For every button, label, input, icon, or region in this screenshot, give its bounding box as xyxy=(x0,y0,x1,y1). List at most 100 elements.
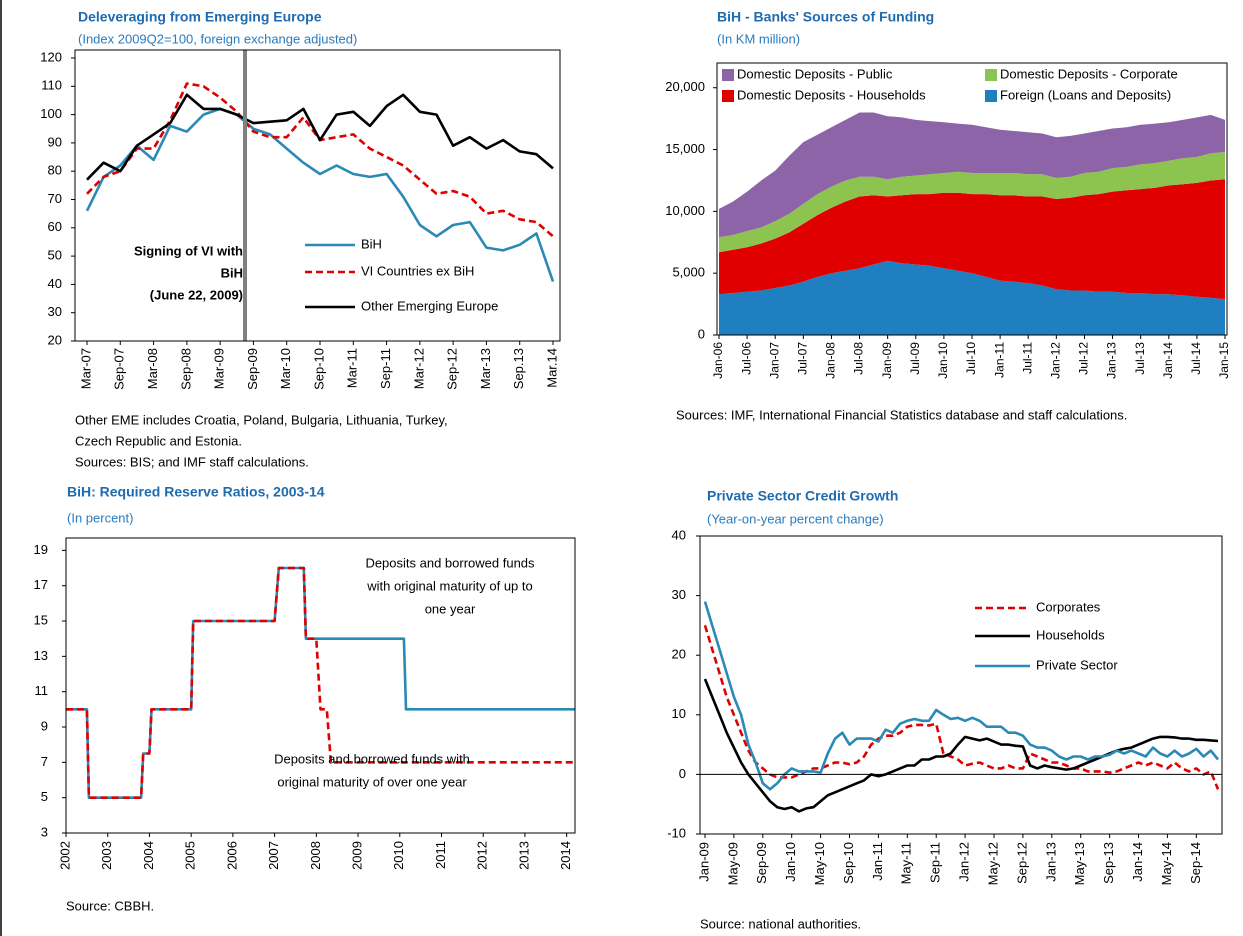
x-tick-label: May-09 xyxy=(725,842,740,885)
chart-subtitle: (In KM million) xyxy=(717,31,800,46)
y-tick-label: 70 xyxy=(48,191,62,206)
chart-subtitle: (In percent) xyxy=(67,510,133,525)
x-tick-label: Jan-09 xyxy=(696,842,711,882)
legend-swatch xyxy=(722,69,734,81)
legend-label: VI Countries ex BiH xyxy=(361,263,474,278)
x-tick-label: Jul-06 xyxy=(739,342,753,375)
y-tick-label: 40 xyxy=(672,527,686,542)
annotation: Deposits and borrowed funds with xyxy=(274,751,470,766)
x-tick-label: Jan-13 xyxy=(1043,842,1058,882)
x-tick-label: Jan-08 xyxy=(824,342,838,379)
y-tick-label: 13 xyxy=(34,648,48,663)
y-tick-label: 120 xyxy=(40,49,62,64)
chart-title: Private Sector Credit Growth xyxy=(707,488,898,504)
y-tick-label: 20 xyxy=(672,647,686,662)
x-tick-label: Jul-10 xyxy=(964,342,978,375)
area xyxy=(719,179,1225,300)
x-tick-label: Jan-14 xyxy=(1161,342,1175,379)
x-tick-label: Jan-09 xyxy=(880,342,894,379)
x-tick-label: 2008 xyxy=(308,841,323,870)
x-tick-label: Sep-11 xyxy=(378,348,393,389)
x-tick-label: Jan-13 xyxy=(1105,342,1119,379)
y-tick-label: 50 xyxy=(48,248,62,263)
annotation: Signing of VI with xyxy=(134,243,243,258)
y-tick-label: 11 xyxy=(35,683,49,698)
y-tick-label: 5,000 xyxy=(672,265,705,280)
x-tick-label: Sep-12 xyxy=(445,348,460,390)
y-tick-label: 0 xyxy=(679,766,686,781)
x-tick-label: Jul-11 xyxy=(1020,342,1034,374)
x-tick-label: Mar-07 xyxy=(78,348,93,389)
y-tick-label: 100 xyxy=(40,106,62,121)
x-tick-label: Sep-11 xyxy=(928,842,943,883)
x-tick-label: May-14 xyxy=(1159,842,1174,885)
x-tick-label: Jul-13 xyxy=(1133,342,1147,375)
y-tick-label: 3 xyxy=(41,824,48,839)
legend-label: Domestic Deposits - Public xyxy=(737,66,893,81)
x-tick-label: Jul-12 xyxy=(1077,342,1091,375)
note: Sources: IMF, International Financial St… xyxy=(676,407,1127,422)
y-tick-label: 15,000 xyxy=(665,141,705,156)
x-tick-label: May-12 xyxy=(985,842,1000,885)
x-tick-label: Jan-11 xyxy=(992,342,1006,378)
legend-swatch xyxy=(985,90,997,102)
x-tick-label: Mar-09 xyxy=(212,348,227,389)
y-tick-label: 7 xyxy=(41,754,48,769)
x-tick-label: Mar-11 xyxy=(345,348,360,388)
note: Source: CBBH. xyxy=(66,898,154,913)
x-tick-label: 2010 xyxy=(391,841,406,870)
x-tick-label: Mar-13 xyxy=(478,348,493,389)
plot-frame xyxy=(699,535,1223,835)
note: Czech Republic and Estonia. xyxy=(75,433,242,448)
x-tick-label: Jul-07 xyxy=(796,342,810,375)
y-tick-label: 80 xyxy=(48,163,62,178)
x-tick-label: Jan-07 xyxy=(767,342,781,379)
y-tick-label: 9 xyxy=(41,718,48,733)
annotation: with original maturity of up to xyxy=(366,578,532,593)
plot-frame xyxy=(65,537,576,834)
y-tick-label: 90 xyxy=(48,134,62,149)
y-tick-label: 20 xyxy=(48,332,62,347)
x-tick-label: Mar.14 xyxy=(544,348,559,388)
x-tick-label: Jan-12 xyxy=(1049,342,1063,379)
x-tick-label: Jan-10 xyxy=(783,842,798,882)
x-tick-label: Sep-13 xyxy=(1101,842,1116,884)
x-tick-label: Sep-08 xyxy=(178,348,193,390)
x-tick-label: Jan-10 xyxy=(936,342,950,379)
note: Other EME includes Croatia, Poland, Bulg… xyxy=(75,412,448,427)
y-tick-label: 30 xyxy=(672,587,686,602)
x-tick-label: May-13 xyxy=(1072,842,1087,885)
x-tick-label: Jul-09 xyxy=(908,342,922,375)
y-tick-label: 10 xyxy=(672,706,686,721)
chart-title: BiH - Banks' Sources of Funding xyxy=(717,9,934,25)
note: Source: national authorities. xyxy=(700,916,861,931)
x-tick-label: Jan-14 xyxy=(1130,842,1145,882)
x-tick-label: 2004 xyxy=(141,841,156,870)
x-tick-label: Mar-08 xyxy=(145,348,160,389)
y-tick-label: 0 xyxy=(698,326,705,341)
annotation: one year xyxy=(425,601,476,616)
legend-label: Private Sector xyxy=(1036,657,1118,672)
x-tick-label: 2002 xyxy=(57,841,72,870)
x-tick-label: May-10 xyxy=(812,842,827,885)
series-line xyxy=(703,601,1220,791)
series-line xyxy=(703,625,1220,790)
legend-label: Foreign (Loans and Deposits) xyxy=(1000,87,1171,102)
annotation: BiH xyxy=(221,265,243,280)
x-tick-label: Jan-15 xyxy=(1217,342,1231,379)
x-tick-label: Sep-10 xyxy=(311,348,326,390)
y-tick-label: 60 xyxy=(48,219,62,234)
area xyxy=(719,112,1225,238)
y-tick-label: 5 xyxy=(41,789,48,804)
legend-label: Domestic Deposits - Households xyxy=(737,87,926,102)
x-tick-label: Sep-07 xyxy=(112,348,127,390)
legend-label: Households xyxy=(1036,627,1105,642)
x-tick-label: Sep.13 xyxy=(511,348,526,389)
x-tick-label: Sep-10 xyxy=(841,842,856,884)
y-tick-label: 110 xyxy=(41,78,62,93)
legend-label: BiH xyxy=(361,236,382,251)
x-tick-label: Jan-12 xyxy=(957,842,972,882)
y-tick-label: 20,000 xyxy=(665,79,705,94)
x-tick-label: Jan-06 xyxy=(711,342,725,379)
